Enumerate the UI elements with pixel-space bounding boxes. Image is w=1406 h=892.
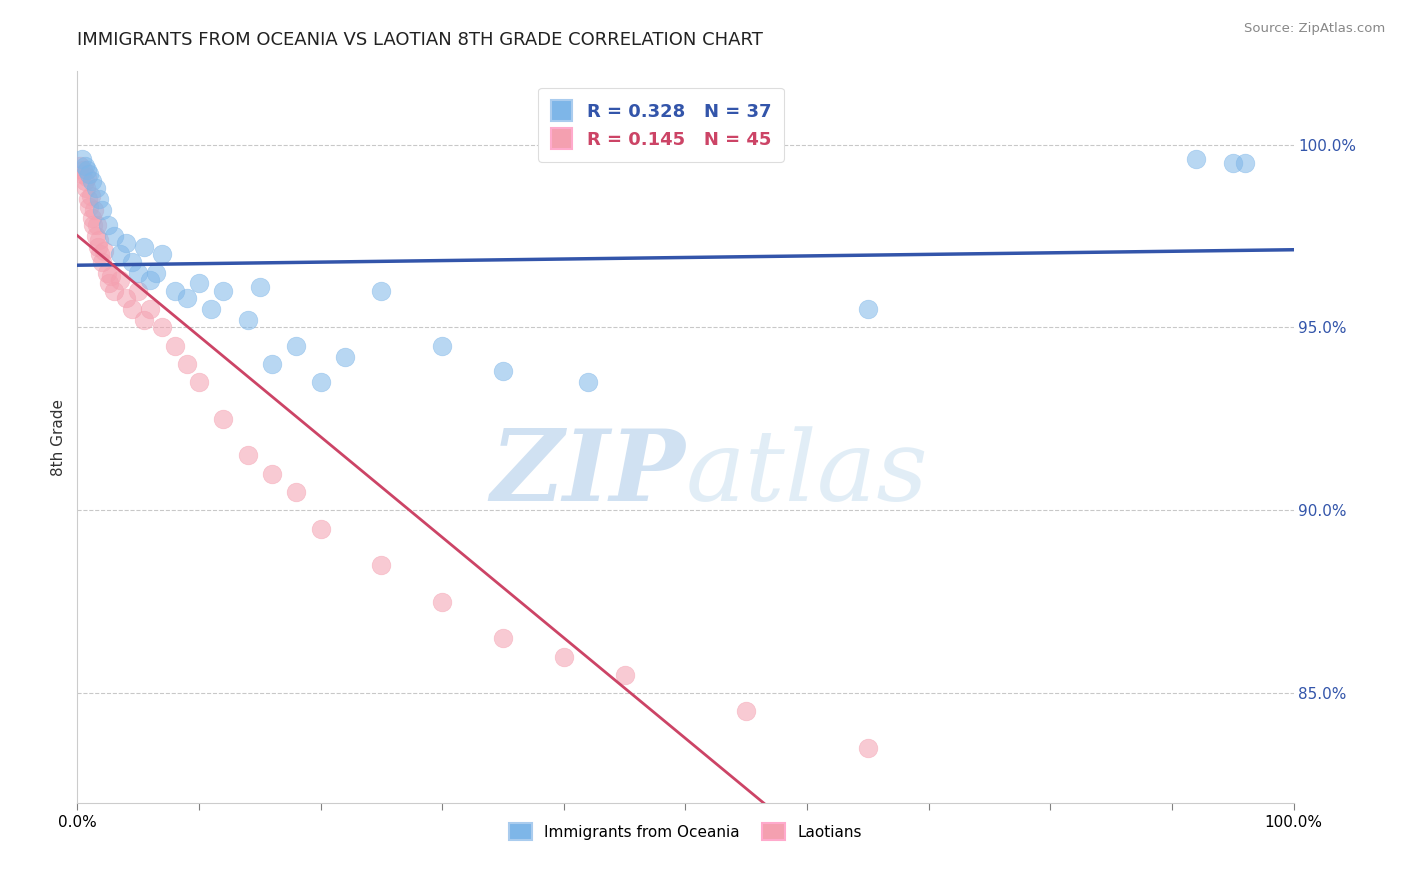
Point [97,218,120,232]
Point [176,357,198,371]
Point [82,218,104,232]
Point [115,236,138,251]
Point [553,649,575,664]
Point [492,364,515,378]
Point [75,181,97,195]
Point [576,376,599,390]
Point [285,485,308,500]
Point [73,174,96,188]
Point [370,558,392,573]
Point [115,291,138,305]
Point [97,277,120,291]
Point [80,211,103,225]
Point [163,339,186,353]
Point [200,302,222,317]
Point [492,632,515,646]
Point [77,193,100,207]
Point [89,247,111,261]
Point [84,229,107,244]
Point [84,181,107,195]
Point [103,229,125,244]
Point [1233,156,1256,170]
Point [309,376,332,390]
Point [309,522,332,536]
Point [86,218,108,232]
Point [176,291,198,305]
Point [430,595,453,609]
Point [70,167,93,181]
Y-axis label: 8th Grade: 8th Grade [51,399,66,475]
Point [76,163,98,178]
Point [430,339,453,353]
Point [856,302,879,317]
Point [139,302,162,317]
Point [188,376,211,390]
Point [134,313,156,327]
Point [145,266,167,280]
Text: IMMIGRANTS FROM OCEANIA VS LAOTIAN 8TH GRADE CORRELATION CHART: IMMIGRANTS FROM OCEANIA VS LAOTIAN 8TH G… [77,31,763,49]
Point [139,273,162,287]
Point [1185,152,1208,166]
Point [163,284,186,298]
Legend: Immigrants from Oceania, Laotians: Immigrants from Oceania, Laotians [503,816,868,847]
Point [80,174,103,188]
Text: atlas: atlas [686,426,928,521]
Point [370,284,392,298]
Point [152,247,174,261]
Point [69,160,91,174]
Point [249,280,271,294]
Point [260,467,283,481]
Point [93,244,115,258]
Point [260,357,283,371]
Point [79,167,101,181]
Point [188,277,211,291]
Point [121,254,143,268]
Text: Source: ZipAtlas.com: Source: ZipAtlas.com [1244,22,1385,36]
Point [613,668,636,682]
Point [108,273,131,287]
Point [79,200,101,214]
Point [212,412,235,426]
Point [96,266,118,280]
Point [73,160,96,174]
Point [90,203,112,218]
Point [108,247,131,261]
Point [856,741,879,756]
Point [134,240,156,254]
Point [735,705,758,719]
Point [80,188,103,202]
Point [76,170,98,185]
Point [285,339,308,353]
Point [127,284,149,298]
Point [152,320,174,334]
Point [70,152,93,166]
Point [89,193,111,207]
Point [72,163,94,178]
Point [127,266,149,280]
Text: ZIP: ZIP [491,425,686,522]
Point [1222,156,1244,170]
Point [100,269,122,284]
Point [121,302,143,317]
Point [83,203,105,218]
Point [236,449,259,463]
Point [212,284,235,298]
Point [89,233,111,247]
Point [333,350,356,364]
Point [90,254,112,268]
Point [87,240,110,254]
Point [236,313,259,327]
Point [103,284,125,298]
